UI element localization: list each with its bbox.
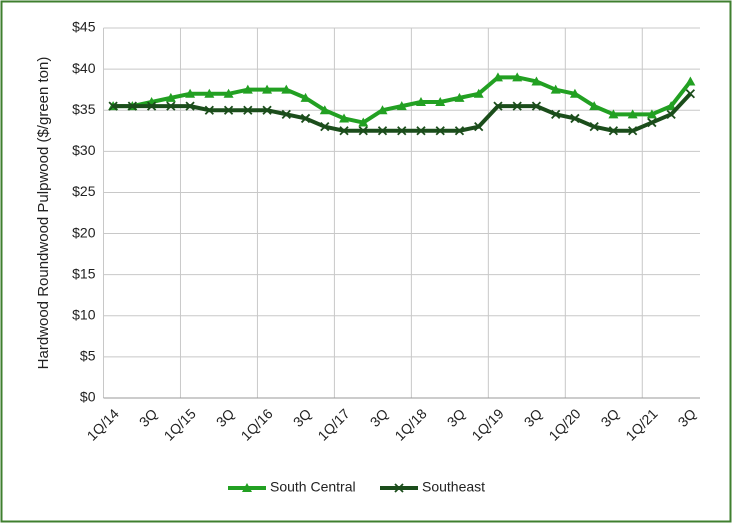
y-tick-label: $10	[72, 306, 96, 322]
marker	[358, 117, 369, 127]
marker	[666, 101, 677, 111]
marker	[281, 109, 291, 119]
marker	[473, 88, 484, 98]
marker	[415, 97, 426, 106]
y-tick-label: $0	[80, 389, 96, 405]
legend-label: Southeast	[422, 479, 485, 495]
marker	[223, 105, 234, 115]
marker	[608, 126, 619, 136]
marker	[531, 76, 542, 86]
marker	[242, 483, 252, 492]
marker	[685, 89, 696, 99]
marker	[454, 126, 465, 136]
marker	[185, 88, 196, 98]
marker	[262, 84, 273, 94]
marker	[394, 483, 404, 493]
marker	[474, 122, 484, 132]
marker	[242, 84, 253, 94]
y-tick-label: $25	[72, 183, 96, 199]
marker	[127, 101, 137, 111]
marker	[166, 101, 176, 111]
marker	[204, 88, 215, 98]
marker	[339, 126, 349, 136]
marker	[531, 101, 542, 111]
marker	[108, 101, 118, 111]
marker	[492, 72, 503, 82]
marker	[165, 92, 176, 102]
marker	[243, 105, 253, 115]
marker	[569, 88, 580, 98]
marker	[185, 101, 195, 111]
marker	[666, 109, 676, 119]
marker	[454, 92, 465, 102]
marker	[281, 84, 292, 94]
marker	[262, 105, 272, 115]
marker	[628, 126, 638, 136]
marker	[551, 109, 561, 119]
marker	[627, 109, 638, 119]
y-tick-label: $5	[80, 348, 96, 364]
marker	[204, 105, 214, 115]
marker	[320, 122, 330, 132]
marker	[377, 126, 388, 136]
marker	[647, 117, 657, 128]
y-tick-label: $15	[72, 265, 96, 281]
marker	[512, 72, 523, 82]
y-tick-label: $45	[72, 19, 96, 35]
marker	[435, 126, 445, 136]
marker	[377, 105, 388, 115]
marker	[396, 101, 407, 111]
marker	[589, 101, 600, 111]
marker	[223, 88, 234, 98]
y-tick-label: $40	[72, 60, 96, 76]
marker	[646, 109, 657, 119]
marker	[300, 92, 311, 102]
marker	[300, 113, 311, 124]
marker	[512, 101, 522, 111]
marker	[589, 122, 599, 132]
legend-label: South Central	[270, 479, 356, 495]
marker	[319, 105, 330, 115]
y-tick-label: $30	[72, 142, 96, 158]
marker	[570, 113, 580, 124]
y-axis-title: Hardwood Roundwood Pulpwood ($/green ton…	[35, 57, 52, 370]
y-tick-label: $20	[72, 224, 96, 240]
marker	[416, 126, 426, 136]
marker	[146, 101, 157, 111]
marker	[339, 113, 350, 123]
marker	[608, 109, 619, 119]
marker	[550, 84, 561, 94]
marker	[493, 101, 503, 111]
marker	[685, 76, 696, 86]
y-tick-label: $35	[72, 101, 96, 117]
marker	[435, 97, 446, 106]
marker	[358, 126, 368, 136]
marker	[397, 126, 407, 136]
